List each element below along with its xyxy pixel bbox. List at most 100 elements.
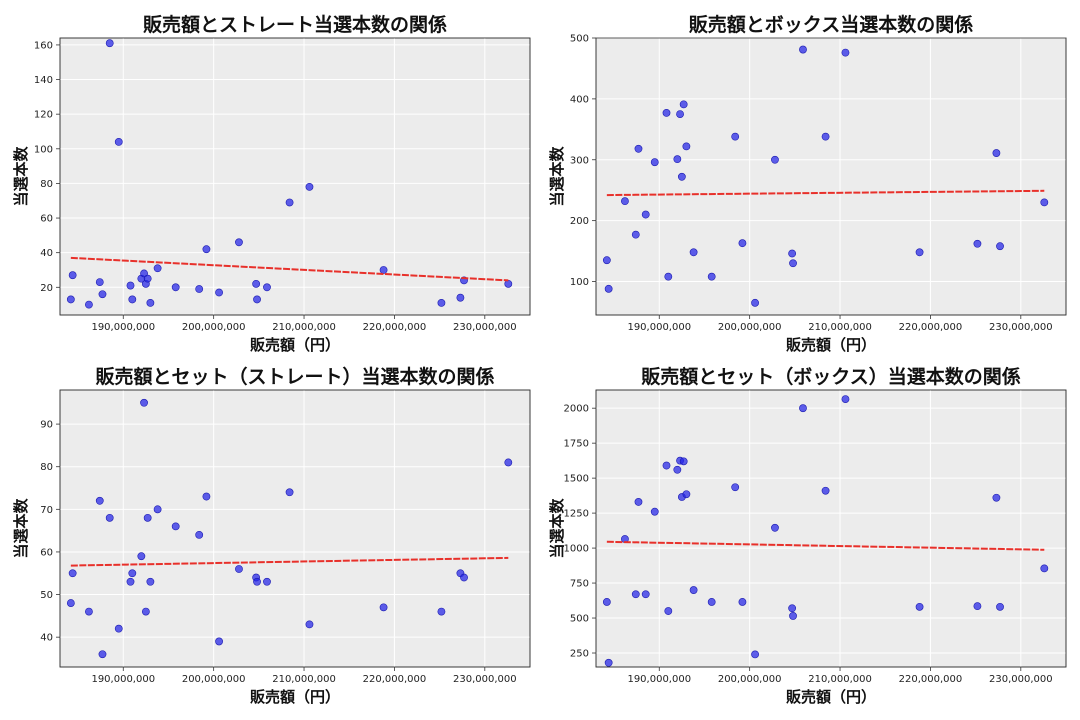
x-tick-label: 210,000,000	[272, 674, 336, 685]
data-point	[631, 230, 640, 239]
x-axis-label: 販売額（円）	[786, 336, 876, 354]
data-point	[437, 298, 446, 307]
data-point	[153, 505, 162, 514]
y-tick-label: 40	[40, 633, 53, 644]
data-point	[789, 612, 797, 620]
y-tick-label: 100	[570, 277, 589, 288]
plot-border	[59, 389, 531, 668]
data-point	[85, 607, 93, 616]
x-tick-label: 190,000,000	[627, 674, 691, 685]
x-tick-label: 210,000,000	[808, 322, 872, 333]
y-tick-label: 2000	[564, 404, 589, 415]
data-point	[634, 498, 643, 506]
y-tick-label: 100	[34, 144, 53, 155]
y-tick-label: 750	[570, 579, 589, 590]
regression-line	[606, 189, 1045, 197]
data-point	[68, 271, 77, 280]
y-tick-label: 20	[40, 283, 53, 294]
data-point	[195, 285, 204, 293]
data-point	[171, 283, 180, 292]
data-point	[1040, 198, 1049, 207]
data-point	[682, 142, 691, 151]
chart-panel-1: 190,000,000 200,000,000 210,000,000 220,000…	[12, 13, 531, 354]
x-tick-label: 220,000,000	[899, 322, 963, 333]
data-point	[751, 650, 759, 659]
y-tick-label: 1000	[564, 544, 589, 555]
y-tick-label: 400	[570, 94, 589, 105]
data-point	[841, 395, 850, 403]
x-tick-label: 190,000,000	[627, 322, 691, 333]
y-tick-label: 160	[34, 40, 53, 51]
data-point	[146, 577, 155, 586]
data-point	[771, 523, 779, 532]
data-point	[915, 602, 924, 611]
plot-area	[595, 389, 1067, 668]
data-point	[437, 607, 446, 616]
data-point	[992, 149, 1001, 157]
data-point	[98, 650, 107, 659]
y-tick-label: 90	[40, 420, 53, 431]
x-tick-label: 210,000,000	[808, 674, 872, 685]
data-point	[85, 300, 93, 309]
data-point	[195, 530, 204, 539]
plot-border	[595, 37, 1067, 316]
data-point	[215, 637, 223, 646]
data-point	[973, 602, 982, 611]
y-tick-label: 1500	[564, 474, 589, 485]
data-point	[126, 281, 135, 290]
data-point	[143, 274, 152, 283]
y-tick-label: 250	[570, 649, 589, 660]
data-point	[664, 272, 673, 281]
data-point	[650, 507, 659, 516]
y-tick-label: 120	[34, 110, 53, 121]
data-point	[66, 599, 75, 607]
data-point	[146, 298, 155, 307]
data-point	[95, 278, 104, 287]
x-axis-label: 販売額（円）	[250, 688, 340, 706]
data-point	[788, 604, 797, 613]
data-point	[676, 110, 684, 118]
data-point	[707, 598, 716, 606]
data-point	[751, 298, 759, 307]
data-point	[789, 259, 797, 268]
data-point	[631, 590, 640, 599]
data-point	[114, 137, 123, 146]
regression-line	[606, 540, 1045, 551]
data-point	[66, 295, 75, 304]
data-point	[114, 624, 123, 633]
y-tick-label: 80	[40, 179, 53, 190]
x-tick-label: 230,000,000	[989, 322, 1053, 333]
data-point	[153, 264, 162, 273]
chart-title: 販売額とセット（ストレート）当選本数の関係	[95, 365, 494, 388]
x-tick-label: 220,000,000	[363, 322, 427, 333]
data-point	[673, 465, 682, 474]
y-axis-label: 当選本数	[12, 498, 30, 559]
y-tick-label: 50	[40, 590, 53, 601]
data-point	[235, 565, 243, 573]
data-point	[202, 245, 211, 254]
data-point	[821, 486, 830, 495]
y-tick-label: 80	[40, 462, 53, 473]
data-point	[235, 238, 243, 247]
data-point	[504, 279, 513, 288]
x-tick-label: 230,000,000	[453, 674, 517, 685]
data-point	[992, 493, 1001, 502]
y-tick-label: 500	[570, 34, 589, 45]
x-tick-label: 220,000,000	[363, 674, 427, 685]
data-point	[799, 404, 807, 413]
data-point	[460, 573, 468, 582]
data-point	[202, 492, 211, 501]
data-point	[673, 155, 682, 164]
data-point	[285, 198, 294, 207]
chart-title: 販売額とボックス当選本数の関係	[689, 13, 973, 36]
data-point	[738, 598, 747, 606]
data-point	[98, 290, 107, 299]
data-point	[841, 48, 850, 57]
data-point	[215, 288, 223, 297]
data-point	[263, 283, 271, 292]
data-point	[137, 552, 146, 561]
data-point	[105, 513, 114, 522]
y-tick-label: 140	[34, 75, 53, 86]
data-point	[379, 603, 388, 612]
regression-line	[70, 256, 509, 282]
